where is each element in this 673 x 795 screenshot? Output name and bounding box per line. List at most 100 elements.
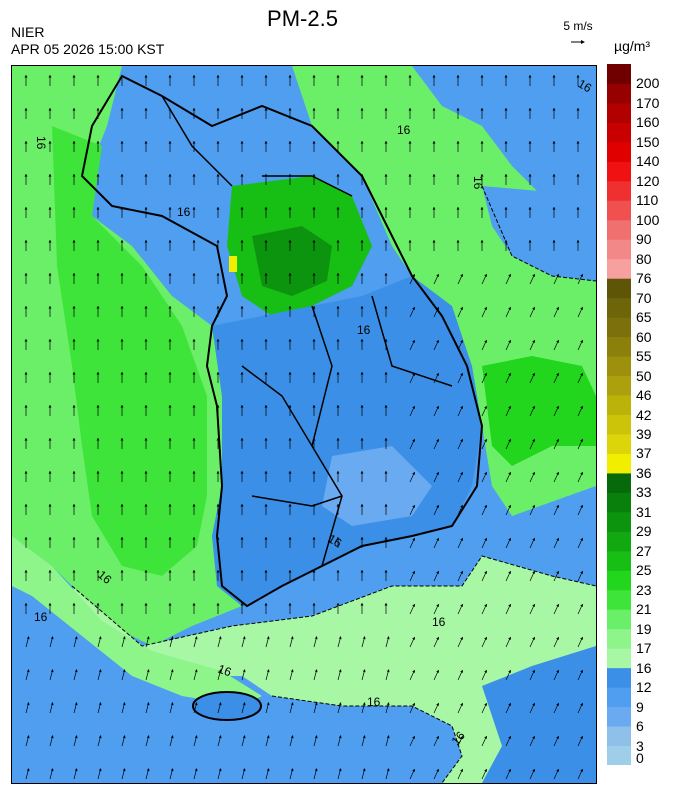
wind-vector-head bbox=[216, 273, 220, 276]
colorbar-tick-label: 120 bbox=[636, 172, 660, 189]
wind-vector-head bbox=[384, 240, 388, 243]
wind-vector-head bbox=[336, 438, 340, 441]
wind-vector-head bbox=[24, 240, 28, 243]
wind-vector-head bbox=[532, 670, 535, 673]
wind-vector-head bbox=[168, 273, 172, 276]
wind-vector-head bbox=[460, 472, 463, 475]
wind-vector-head bbox=[552, 75, 556, 78]
contour-label: 16 bbox=[177, 205, 191, 219]
wind-vector-head bbox=[72, 141, 76, 144]
wind-vector-head bbox=[336, 339, 340, 342]
wind-scale-arrow-icon bbox=[571, 40, 585, 44]
wind-vector-head bbox=[48, 537, 52, 540]
colorbar-tick-label: 33 bbox=[636, 484, 652, 501]
wind-vector-head bbox=[580, 571, 583, 574]
wind-vector-head bbox=[336, 471, 340, 474]
wind-vector-head bbox=[460, 604, 463, 607]
wind-vector-head bbox=[288, 273, 292, 276]
wind-vector-head bbox=[456, 108, 460, 111]
wind-vector-head bbox=[264, 207, 268, 210]
wind-vector-head bbox=[146, 669, 150, 673]
wind-vector-head bbox=[24, 405, 28, 408]
wind-vector-head bbox=[338, 669, 342, 673]
wind-vector-head bbox=[532, 637, 535, 640]
wind-vector-head bbox=[98, 669, 102, 673]
wind-vector-head bbox=[48, 273, 52, 276]
wind-vector-head bbox=[120, 273, 124, 276]
wind-vector-head bbox=[532, 373, 535, 376]
wind-vector-head bbox=[552, 108, 556, 111]
wind-vector-head bbox=[436, 439, 439, 442]
wind-vector-head bbox=[508, 472, 511, 475]
wind-vector-head bbox=[24, 372, 28, 375]
wind-vector-head bbox=[288, 405, 292, 408]
wind-vector-head bbox=[508, 406, 511, 409]
region-southeast-land bbox=[482, 646, 596, 783]
wind-vector-head bbox=[144, 471, 148, 474]
colorbar-tick-label: 25 bbox=[636, 562, 652, 579]
wind-vector-head bbox=[436, 406, 439, 409]
wind-vector-head bbox=[360, 240, 364, 243]
wind-vector-head bbox=[384, 306, 388, 309]
wind-vector-head bbox=[24, 207, 28, 210]
wind-vector-head bbox=[240, 405, 244, 408]
wind-vector-head bbox=[508, 274, 511, 277]
wind-vector-head bbox=[72, 75, 76, 78]
wind-vector-head bbox=[290, 636, 294, 640]
wind-vector-head bbox=[412, 670, 415, 673]
colorbar-band bbox=[607, 297, 631, 318]
wind-vector-head bbox=[266, 702, 270, 706]
colorbar-band bbox=[607, 628, 631, 649]
colorbar-tick-label: 27 bbox=[636, 542, 652, 559]
region-southwest-sea bbox=[12, 536, 262, 706]
wind-vector-head bbox=[48, 207, 52, 210]
wind-vector-head bbox=[412, 373, 415, 376]
wind-vector-head bbox=[528, 141, 532, 144]
wind-vector-head bbox=[168, 438, 172, 441]
wind-vector-head bbox=[556, 571, 559, 574]
wind-vector-head bbox=[216, 405, 220, 408]
wind-vector-head bbox=[264, 75, 268, 78]
wind-vector-head bbox=[432, 240, 436, 243]
wind-vector-head bbox=[384, 537, 388, 540]
wind-vector-head bbox=[120, 537, 124, 540]
wind-vector-head bbox=[436, 769, 439, 772]
wind-vector-head bbox=[412, 439, 415, 442]
wind-vector-head bbox=[144, 273, 148, 276]
wind-vector-head bbox=[146, 735, 150, 739]
wind-vector-head bbox=[336, 372, 340, 375]
wind-vector-head bbox=[72, 306, 76, 309]
wind-vector-head bbox=[264, 471, 268, 474]
colorbar-tick-label: 170 bbox=[636, 94, 660, 111]
wind-vector-head bbox=[412, 505, 415, 508]
wind-vector-head bbox=[580, 736, 583, 739]
wind-vector-head bbox=[580, 670, 583, 673]
wind-vector-head bbox=[460, 571, 463, 574]
wind-vector-head bbox=[360, 471, 364, 474]
colorbar-band bbox=[607, 453, 631, 474]
wind-vector-head bbox=[26, 669, 30, 673]
wind-vector-head bbox=[556, 637, 559, 640]
wind-vector-head bbox=[48, 141, 52, 144]
wind-vector-head bbox=[72, 603, 76, 606]
wind-vector-head bbox=[288, 504, 292, 507]
wind-vector-head bbox=[484, 604, 487, 607]
wind-vector-head bbox=[240, 570, 244, 573]
wind-vector-head bbox=[120, 372, 124, 375]
wind-vector-head bbox=[194, 768, 198, 772]
wind-vector-head bbox=[480, 240, 484, 243]
wind-vector-head bbox=[192, 174, 196, 177]
wind-vector-head bbox=[360, 537, 364, 540]
wind-vector-head bbox=[576, 240, 580, 243]
wind-vector-head bbox=[580, 439, 583, 442]
region-east-sea-dark bbox=[482, 356, 596, 466]
wind-vector-head bbox=[314, 768, 318, 772]
wind-vector-head bbox=[288, 108, 292, 111]
wind-vector-head bbox=[508, 736, 511, 739]
hotspot-cell bbox=[229, 256, 237, 272]
wind-vector-head bbox=[532, 505, 535, 508]
wind-vector-head bbox=[460, 406, 463, 409]
wind-vector-head bbox=[216, 438, 220, 441]
pm25-concentration-map: 16 16 16 16 16 16 16 16 16 16 16 16 16 bbox=[11, 65, 597, 784]
wind-vector-head bbox=[412, 736, 415, 739]
